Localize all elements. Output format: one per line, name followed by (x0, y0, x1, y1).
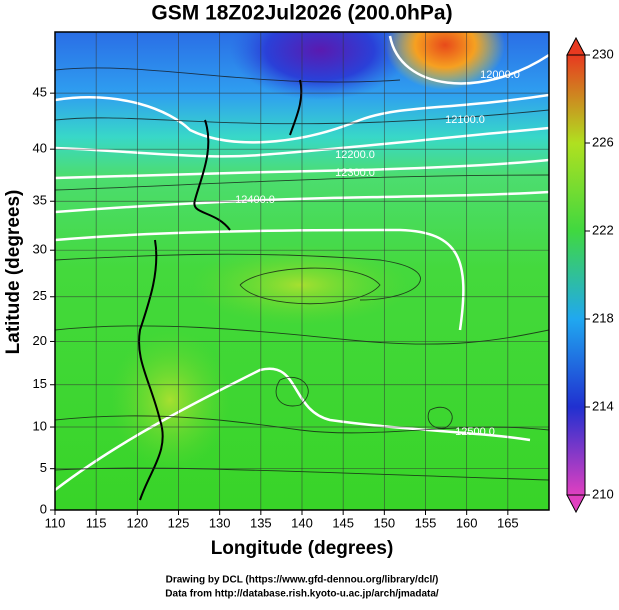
x-tick-label: 165 (497, 515, 519, 530)
x-tick-label: 140 (291, 515, 313, 530)
y-tick-label: 35 (33, 193, 47, 208)
y-tick-label: 40 (33, 141, 47, 156)
x-tick-label: 150 (373, 515, 395, 530)
colorbar-tick-label: 214 (592, 398, 614, 413)
colorbar-min-arrow (566, 494, 586, 514)
y-tick-label: 15 (33, 376, 47, 391)
colorbar-tick-label: 222 (592, 222, 614, 237)
y-tick-label: 0 (40, 501, 47, 516)
x-tick-label: 115 (86, 515, 107, 530)
x-tick-label: 110 (45, 515, 66, 530)
y-tick-label: 45 (33, 85, 47, 100)
y-tick-label: 25 (33, 288, 47, 303)
colorbar-max-arrow (566, 36, 586, 56)
colorbar-tick-label: 210 (592, 486, 614, 501)
contour-label: 12100.0 (445, 114, 485, 126)
x-tick-label: 145 (332, 515, 354, 530)
y-tick-label: 20 (33, 333, 47, 348)
y-tick-label: 5 (40, 460, 47, 475)
colorbar-tick-label: 230 (592, 46, 614, 61)
x-tick-label: 135 (250, 515, 272, 530)
y-tick-label: 10 (33, 418, 47, 433)
credit: Data from http://database.rish.kyoto-u.a… (165, 589, 439, 600)
x-axis-label: Longitude (degrees) (211, 538, 394, 559)
x-tick-label: 155 (415, 515, 437, 530)
contour-label: 12500.0 (455, 426, 495, 438)
x-tick-label: 130 (209, 515, 231, 530)
contour-label: 12400.0 (235, 194, 275, 206)
colorbar-tick-label: 226 (592, 134, 614, 149)
colorbar (566, 54, 586, 496)
y-axis-label: Latitude (degrees) (3, 190, 24, 355)
x-tick-label: 125 (168, 515, 190, 530)
chart-title: GSM 18Z02Jul2026 (200.0hPa) (151, 2, 452, 25)
credit: Drawing by DCL (https://www.gfd-dennou.o… (166, 575, 439, 586)
contour-label: 12200.0 (335, 149, 375, 161)
x-tick-label: 160 (456, 515, 478, 530)
x-tick-label: 120 (126, 515, 148, 530)
contour-label: 12300.0 (335, 167, 375, 179)
contour-label: 12000.0 (480, 69, 520, 81)
colorbar-tick-label: 218 (592, 310, 614, 325)
y-tick-label: 30 (33, 242, 47, 257)
